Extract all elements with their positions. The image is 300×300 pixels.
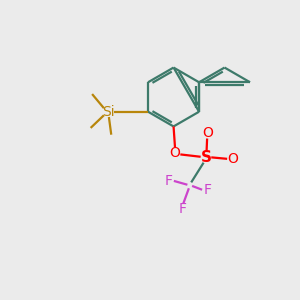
Text: S: S [200, 150, 211, 165]
Text: F: F [178, 202, 186, 216]
Text: F: F [203, 183, 211, 197]
Text: O: O [227, 152, 238, 166]
Text: O: O [169, 146, 181, 160]
Text: O: O [202, 126, 213, 140]
Text: F: F [165, 174, 172, 188]
Text: Si: Si [102, 105, 115, 119]
